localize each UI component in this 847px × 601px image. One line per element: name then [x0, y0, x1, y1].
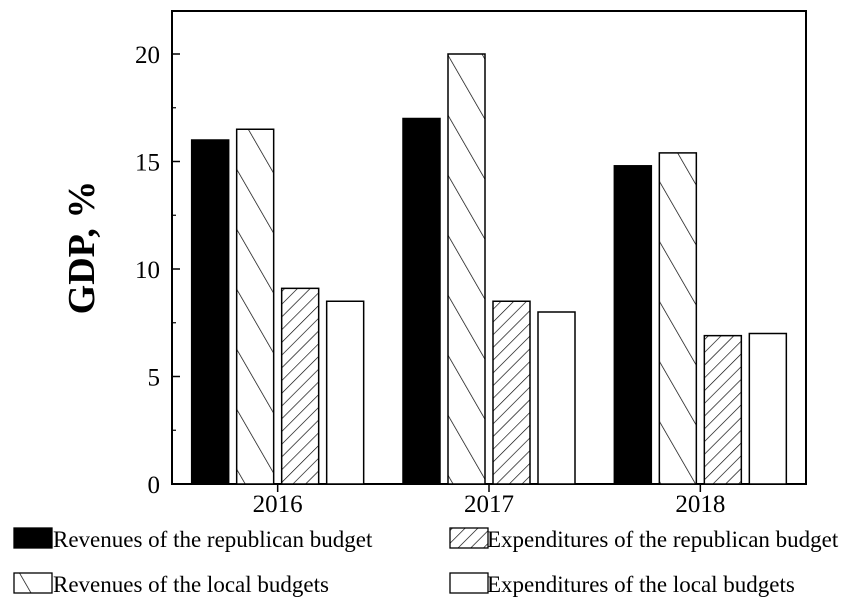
bar-2016-s1: [190, 139, 230, 485]
legend-label: Revenues of the republican budget: [53, 527, 373, 552]
bar-2017-s1: [402, 117, 441, 485]
bar-2018-s2: [658, 152, 698, 485]
bar-2018-s3: [703, 334, 743, 485]
legend-swatch: [449, 572, 489, 594]
legend: Revenues of the republican budget Revenue…: [13, 527, 839, 597]
bars: [190, 53, 788, 485]
y-tick-label: 10: [135, 257, 160, 284]
bar-2018-s1: [613, 165, 653, 485]
bar-2016-s4: [325, 300, 365, 485]
legend-label: Revenues of the local budgets: [53, 572, 329, 597]
y-axis: 0 5 10 15 20: [135, 42, 180, 499]
bar-2016-s3: [280, 287, 320, 485]
legend-label: Expenditures of the republican budget: [487, 527, 839, 552]
x-tick-label: 2016: [253, 491, 303, 518]
legend-swatch: [13, 527, 53, 549]
x-tick-label: 2018: [675, 491, 725, 518]
x-tick-label: 2017: [464, 491, 514, 518]
y-tick-label: 0: [148, 472, 161, 499]
y-axis-label: GDP, %: [61, 181, 103, 315]
bar-2016-s2: [235, 128, 275, 485]
bar-2018-s4: [748, 332, 788, 485]
legend-swatch: [13, 572, 53, 594]
y-tick-label: 20: [135, 42, 160, 69]
legend-swatch: [449, 527, 489, 549]
bar-2017-s2: [447, 53, 486, 485]
bar-2017-s3: [492, 300, 531, 485]
legend-label: Expenditures of the local budgets: [487, 572, 795, 597]
x-axis: 2016 2017 2018: [253, 484, 725, 518]
y-tick-label: 5: [148, 365, 161, 392]
y-tick-label: 15: [135, 150, 160, 177]
bar-2017-s4: [537, 311, 576, 485]
